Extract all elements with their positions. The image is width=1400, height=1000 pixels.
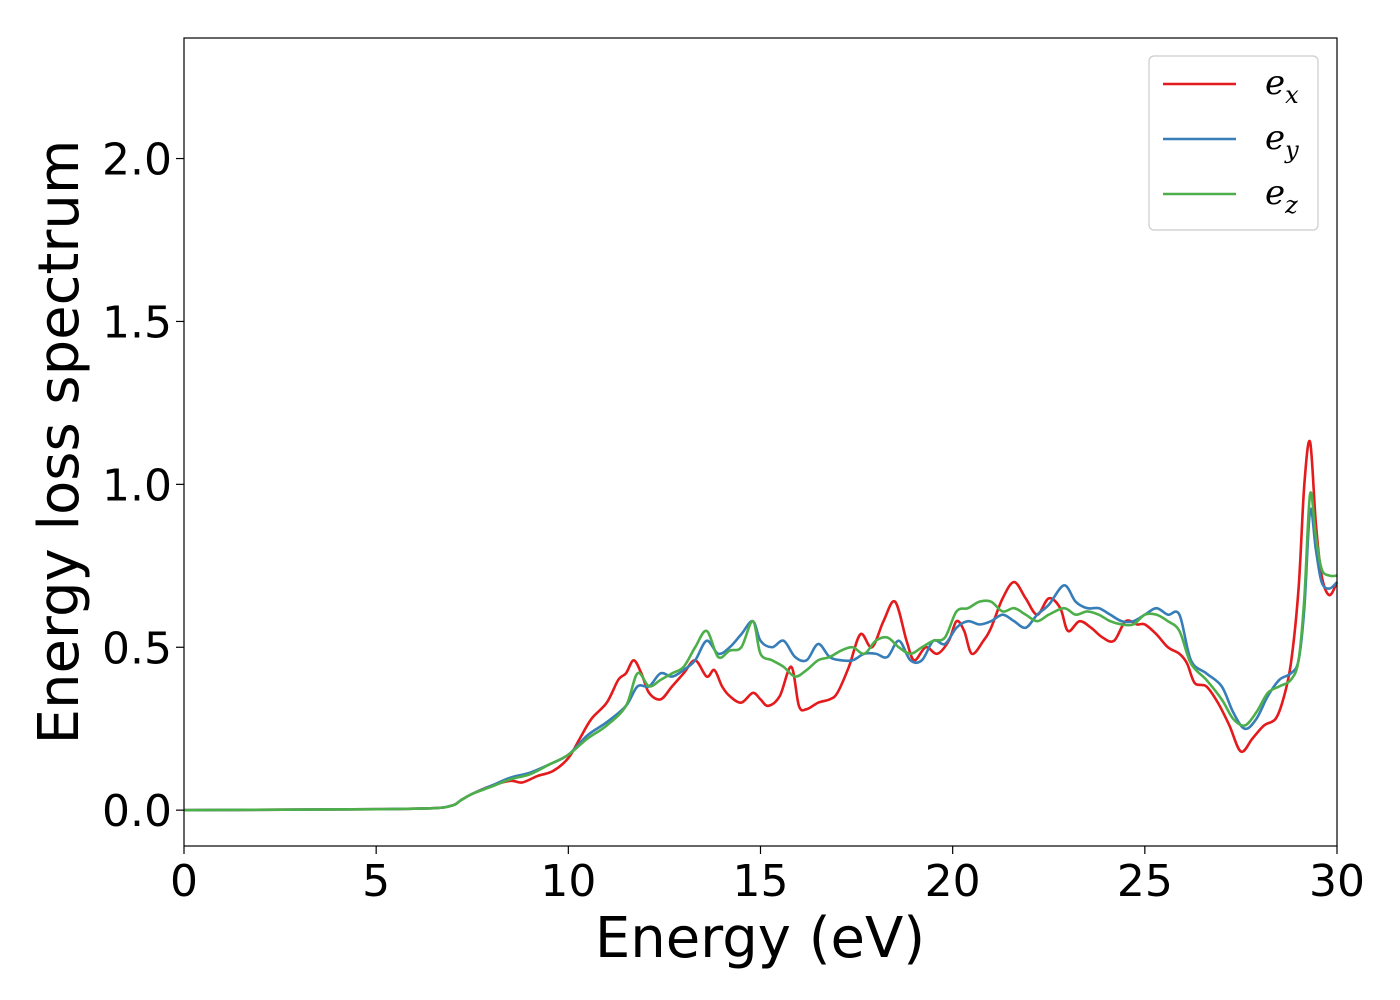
- legend-label-y: ey: [1265, 118, 1299, 164]
- legend-label-x: ex: [1265, 63, 1299, 109]
- y-tick-label: 2.0: [102, 135, 172, 186]
- y-axis-label: Energy loss spectrum: [27, 140, 92, 745]
- legend-label-z: ez: [1265, 173, 1298, 219]
- x-axis-label: Energy (eV): [595, 906, 925, 971]
- legend-label-subscript: x: [1285, 81, 1299, 109]
- legend-label-subscript: y: [1284, 136, 1299, 164]
- plot-background: [184, 38, 1337, 846]
- x-axis-ticks: 0 5 10 15 20 25 30: [170, 846, 1365, 907]
- x-tick-label: 30: [1309, 856, 1365, 907]
- plot-frame: [183, 37, 1338, 847]
- x-tick-label: 10: [540, 856, 596, 907]
- legend-label-base: e: [1265, 118, 1285, 158]
- y-tick-label: 1.5: [102, 297, 172, 348]
- y-tick-label: 0.5: [102, 623, 172, 674]
- series-line-x: [183, 439, 1339, 812]
- y-tick-label: 0.0: [102, 786, 172, 837]
- legend-label-base: e: [1265, 173, 1285, 213]
- legend-label-subscript: z: [1284, 191, 1298, 219]
- legend-label-base: e: [1265, 63, 1285, 103]
- x-tick-label: 20: [925, 856, 981, 907]
- series-lines: [183, 439, 1339, 812]
- x-tick-label: 25: [1117, 856, 1173, 907]
- x-tick-label: 15: [733, 856, 789, 907]
- y-axis-ticks: 0.0 0.5 1.0 1.5 2.0: [102, 135, 184, 837]
- y-tick-label: 1.0: [102, 460, 172, 511]
- series-line-z: [183, 491, 1338, 812]
- legend-frame: [1148, 55, 1319, 231]
- x-tick-label: 0: [170, 856, 198, 907]
- x-tick-label: 5: [362, 856, 390, 907]
- series-line-y: [183, 507, 1338, 812]
